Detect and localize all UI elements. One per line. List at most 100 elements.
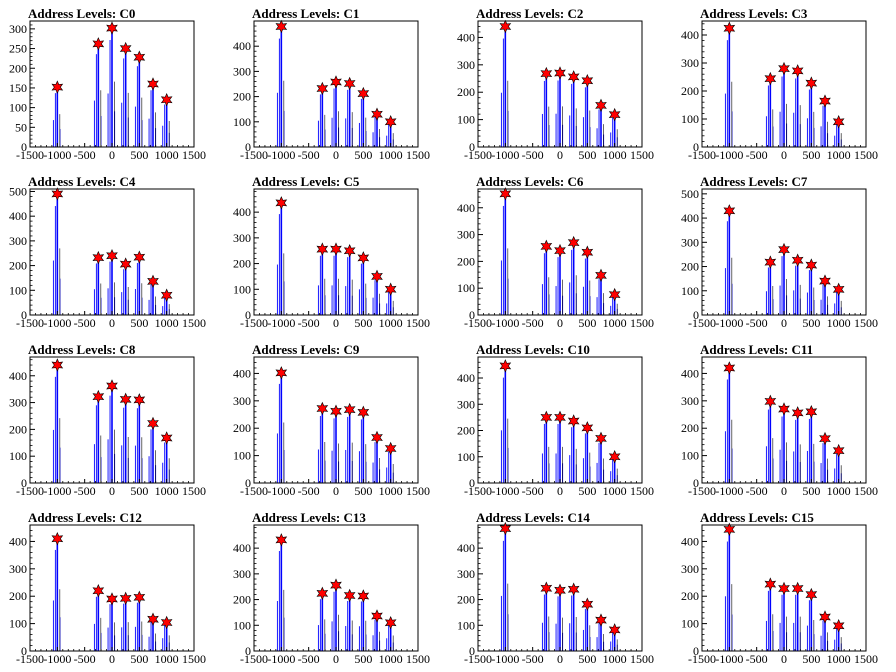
x-tick-label: 0: [781, 652, 787, 666]
peak-marker: [567, 235, 580, 250]
x-tick-label: 1500: [182, 316, 206, 330]
peak-marker: [764, 577, 777, 591]
x-tick-label: 1000: [603, 148, 627, 162]
y-tick-label: 0: [693, 476, 699, 490]
peak-marker: [819, 94, 831, 108]
peak-marker: [499, 521, 512, 536]
x-tick-label: 1000: [827, 484, 851, 498]
peak-marker: [567, 414, 580, 428]
x-tick-label: 1000: [155, 316, 179, 330]
y-tick-label: 200: [457, 424, 475, 438]
y-tick-label: 0: [245, 140, 251, 154]
x-tick-label: 500: [130, 652, 148, 666]
peak-marker: [330, 75, 342, 89]
y-tick-label: 300: [457, 228, 475, 242]
y-tick-label: 300: [457, 567, 475, 581]
x-tick-label: 500: [130, 148, 148, 162]
x-tick-label: 1500: [182, 652, 206, 666]
x-tick-label: -1500: [464, 316, 492, 330]
peak-marker: [357, 86, 370, 101]
panel-c13: Address Levels: C13 -1500 -1000 -500 0 500 100…: [233, 510, 430, 666]
peak-marker: [554, 410, 566, 425]
x-tick-label: 0: [109, 652, 115, 666]
y-tick-label: 500: [681, 187, 699, 201]
peak-marker: [147, 77, 159, 91]
peak-marker: [581, 597, 594, 611]
y-tick-label: 400: [233, 39, 251, 53]
peak-marker: [608, 450, 621, 464]
panel-c0: Address Levels: C0-1500 -1000 -500 0 500 1000…: [9, 6, 206, 162]
x-tick-label: -1000: [491, 316, 519, 330]
y-tick-label: 100: [681, 284, 699, 298]
y-tick-label: 400: [457, 541, 475, 555]
x-tick-label: -1000: [43, 316, 71, 330]
x-tick-label: 1000: [827, 316, 851, 330]
x-tick-label: 1500: [630, 484, 654, 498]
y-tick-label: 300: [233, 231, 251, 245]
panel-c5: Address Levels: C5-1500 -1000 -500 0 500 1000…: [233, 174, 430, 330]
y-tick-label: 200: [457, 85, 475, 99]
panel-title: Address Levels: C15: [700, 510, 814, 525]
y-tick-label: 300: [233, 567, 251, 581]
x-tick-label: 500: [578, 316, 596, 330]
x-tick-label: 0: [557, 148, 563, 162]
peak-marker: [133, 250, 146, 264]
y-tick-label: 400: [233, 541, 251, 555]
y-tick-label: 400: [233, 366, 251, 380]
panel-c1: Address Levels: C1-1500 -1000 -500 0 500 1000…: [233, 6, 430, 162]
y-tick-label: 100: [233, 449, 251, 463]
x-tick-label: -1500: [688, 316, 716, 330]
x-tick-label: 1500: [182, 484, 206, 498]
x-tick-label: 1000: [603, 316, 627, 330]
peak-marker: [778, 581, 790, 596]
x-tick-label: -1000: [43, 148, 71, 162]
x-tick-label: 500: [354, 316, 372, 330]
peak-marker: [384, 115, 397, 129]
y-tick-label: 100: [9, 449, 27, 463]
y-tick-label: 200: [681, 589, 699, 603]
y-tick-label: 400: [9, 534, 27, 548]
peak-marker: [595, 268, 607, 283]
y-tick-label: 400: [9, 209, 27, 223]
peak-marker: [778, 242, 790, 257]
peak-marker: [330, 404, 342, 418]
x-tick-label: 1000: [155, 484, 179, 498]
peak-marker: [343, 402, 356, 417]
x-tick-label: -500: [74, 316, 96, 330]
peak-marker: [343, 243, 356, 258]
x-tick-label: -1000: [715, 148, 743, 162]
x-tick-label: 0: [557, 316, 563, 330]
x-tick-label: 1000: [827, 148, 851, 162]
peak-marker: [51, 358, 64, 372]
peak-marker: [723, 204, 736, 218]
peak-marker: [384, 441, 397, 456]
y-tick-label: 200: [233, 257, 251, 271]
x-tick-label: -500: [746, 316, 768, 330]
y-tick-label: 200: [9, 589, 27, 603]
x-tick-label: -1000: [43, 652, 71, 666]
x-tick-label: -500: [74, 652, 96, 666]
x-tick-label: 1500: [630, 148, 654, 162]
peak-marker: [275, 366, 288, 380]
y-tick-label: 0: [693, 308, 699, 322]
y-tick-label: 0: [245, 476, 251, 490]
x-tick-label: -1500: [688, 484, 716, 498]
peak-marker: [723, 361, 736, 375]
peak-marker: [119, 41, 132, 56]
x-tick-label: 1000: [155, 148, 179, 162]
panel-c10: Address Levels: C10 -1500 -1000 -500 0 500 100…: [457, 342, 654, 498]
peak-marker: [791, 253, 804, 267]
x-tick-label: 1500: [182, 148, 206, 162]
y-tick-label: 500: [9, 184, 27, 198]
panel-c15: Address Levels: C15 -1500 -1000 -500 0 500 100…: [681, 510, 878, 666]
peak-marker: [106, 21, 118, 35]
peak-marker: [608, 287, 621, 302]
panel-c6: Address Levels: C6-1500 -1000 -500 0 500 1000…: [457, 174, 654, 330]
panel-title: Address Levels: C6: [476, 174, 584, 189]
peak-marker: [819, 274, 831, 288]
x-tick-label: 1000: [379, 484, 403, 498]
y-tick-label: 300: [681, 562, 699, 576]
panel-c9: Address Levels: C9-1500 -1000 -500 0 500 1000…: [233, 342, 430, 498]
y-tick-label: 0: [469, 308, 475, 322]
